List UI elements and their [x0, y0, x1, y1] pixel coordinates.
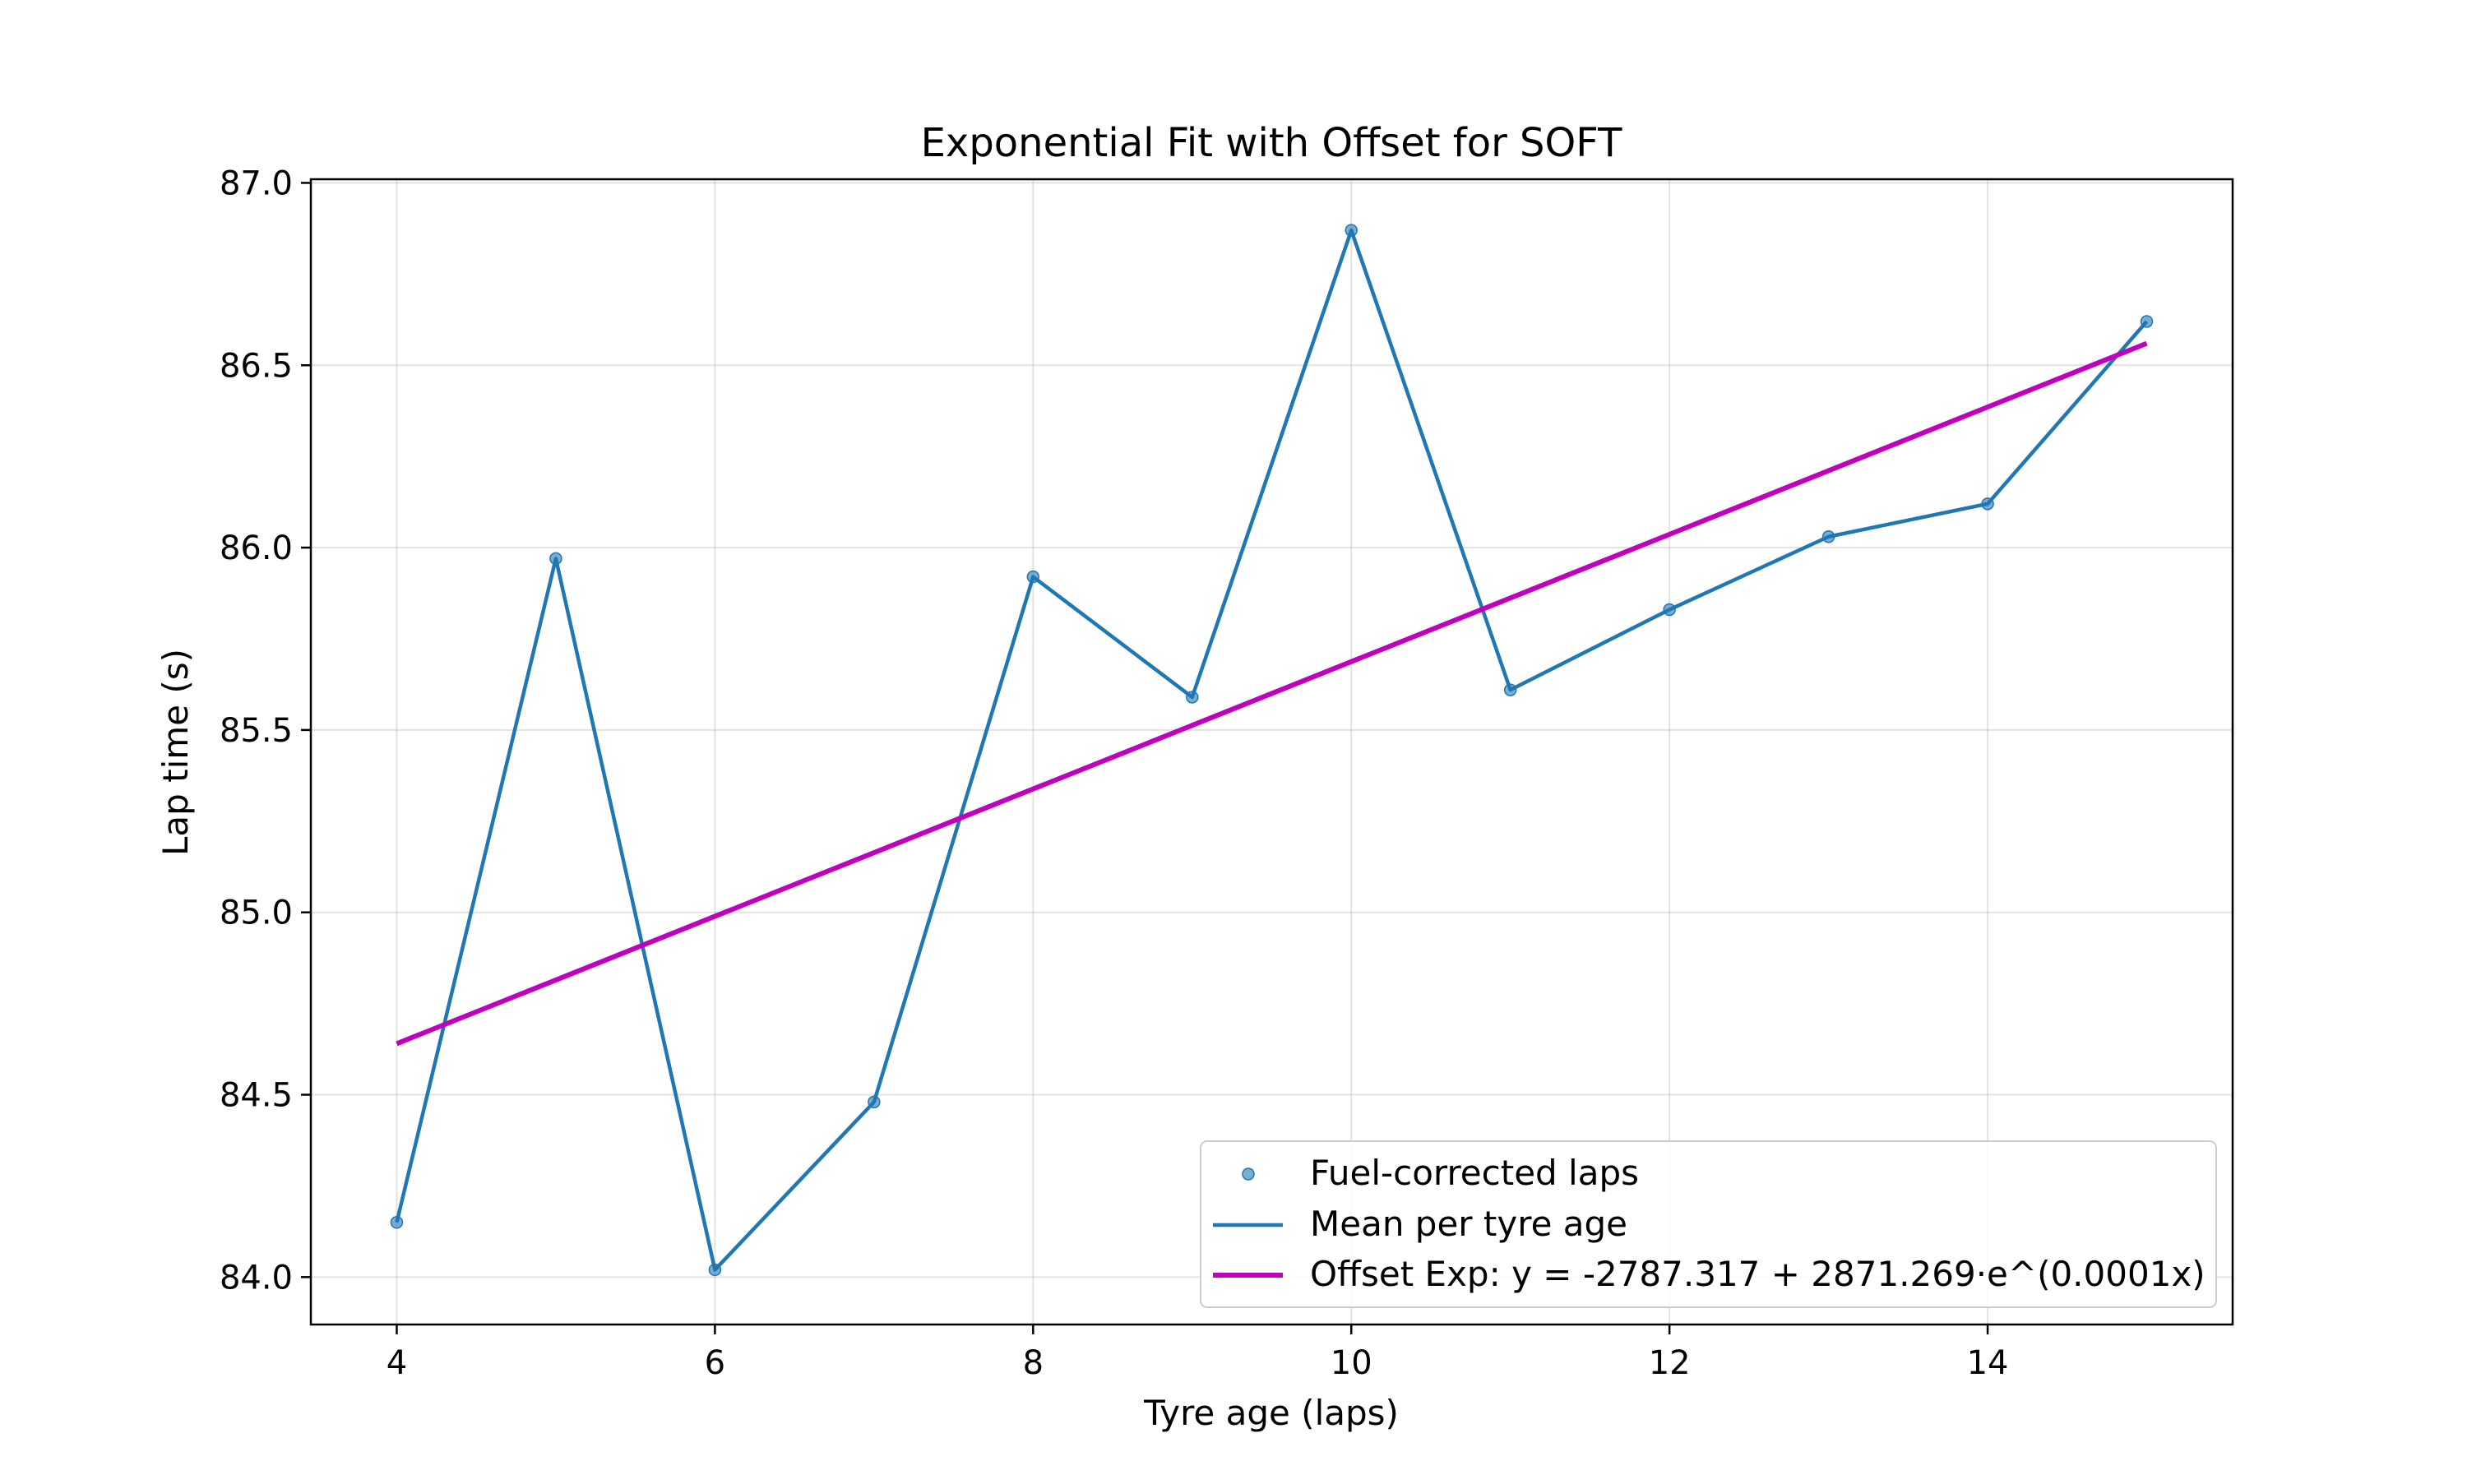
y-tick-label: 84.0	[220, 1259, 293, 1297]
legend-marker-fuel-corrected	[1242, 1167, 1255, 1181]
y-tick-label: 86.0	[220, 529, 293, 567]
y-axis-label: Lap time (s)	[155, 649, 196, 856]
legend-label-mean: Mean per tyre age	[1310, 1204, 1627, 1244]
fuel-corrected-lap-point	[1503, 683, 1517, 696]
fuel-corrected-lap-point	[1026, 570, 1040, 584]
x-tick-label: 12	[1649, 1344, 1691, 1382]
y-tick-label: 87.0	[220, 164, 293, 202]
fuel-corrected-lap-point	[1821, 530, 1835, 543]
fuel-corrected-lap-point	[2140, 315, 2154, 328]
x-tick-label: 10	[1331, 1344, 1372, 1382]
fuel-corrected-lap-point	[1186, 691, 1199, 704]
x-tick-label: 4	[386, 1344, 407, 1382]
fuel-corrected-lap-point	[390, 1216, 404, 1229]
series-layer	[390, 224, 2154, 1277]
y-tick-label: 84.5	[220, 1077, 293, 1115]
fuel-corrected-lap-point	[1345, 224, 1358, 237]
fuel-corrected-lap-point	[1981, 497, 1994, 511]
x-axis-label: Tyre age (laps)	[1143, 1393, 1399, 1433]
x-tick-label: 6	[705, 1344, 725, 1382]
plot-area-frame	[309, 178, 2234, 1326]
offset-exp-fit-line	[396, 340, 2148, 1047]
y-tick-label: 86.5	[220, 347, 293, 385]
axis-ticks: 4 6 8 10 12 14 84.0 84.5 85.0 85.5 86.0 86.5 87.0	[220, 164, 2009, 1382]
x-tick-label: 8	[1023, 1344, 1044, 1382]
chart-title: Exponential Fit with Offset for SOFT	[921, 120, 1622, 166]
legend: Fuel-corrected laps Mean per tyre age Of…	[1200, 1140, 2217, 1308]
fuel-corrected-lap-point	[868, 1095, 881, 1109]
legend-label-fit: Offset Exp: y = -2787.317 + 2871.269·e^(…	[1310, 1254, 2205, 1294]
grid	[311, 179, 2233, 1325]
y-tick-label: 85.0	[220, 895, 293, 932]
fuel-corrected-lap-point	[708, 1263, 722, 1277]
legend-label-fuel-corrected: Fuel-corrected laps	[1310, 1153, 1639, 1193]
legend-box	[1200, 1140, 2217, 1308]
x-tick-label: 14	[1967, 1344, 2009, 1382]
mean-per-tyre-age-line	[395, 228, 2149, 1272]
fuel-corrected-lap-point	[549, 552, 562, 566]
fuel-corrected-lap-point	[1663, 603, 1676, 617]
y-tick-label: 85.5	[220, 712, 293, 750]
